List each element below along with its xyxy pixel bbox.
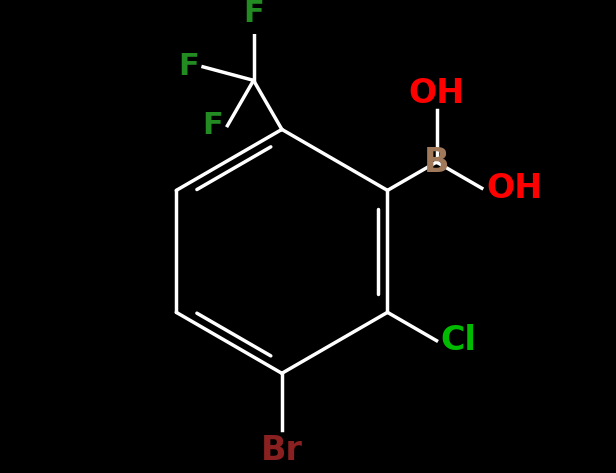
- Text: F: F: [178, 53, 199, 81]
- Text: F: F: [243, 0, 264, 28]
- Text: Br: Br: [261, 434, 303, 467]
- Text: Cl: Cl: [441, 324, 477, 357]
- Text: B: B: [424, 146, 449, 179]
- Text: OH: OH: [486, 172, 543, 205]
- Text: OH: OH: [408, 77, 464, 110]
- Text: F: F: [202, 111, 223, 140]
